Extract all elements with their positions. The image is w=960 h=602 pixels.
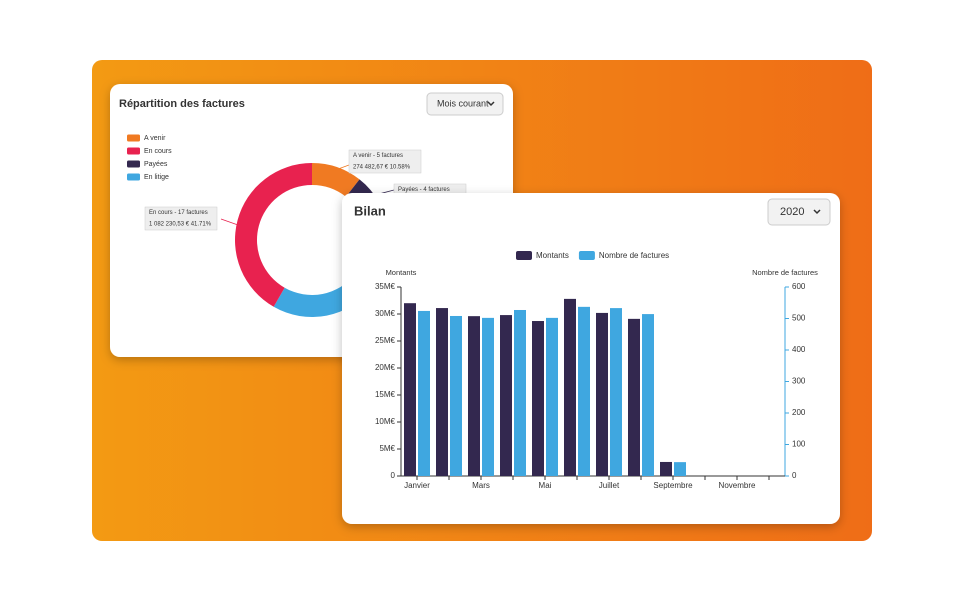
y-tick-label: 25M€ [375,336,396,345]
bar [610,308,622,476]
bar [436,308,448,476]
card-title: Répartition des factures [119,98,245,110]
dropdown[interactable] [767,198,831,226]
legend-label: Montants [536,251,569,260]
annotation-label: A venir - 5 factures [353,153,403,159]
y2-tick-label: 0 [792,471,797,480]
annotation-box [144,206,218,231]
y2-tick-label: 500 [792,314,806,323]
y-tick-label: 35M€ [375,282,396,291]
x-tick-label: Novembre [719,481,756,490]
bar [578,306,590,476]
y2-tick-label: 600 [792,282,806,291]
x-tick-label: Juillet [599,481,620,490]
bar [628,318,640,476]
bar [450,315,462,476]
y2-tick-label: 300 [792,377,806,386]
y2-tick-label: 200 [792,408,806,417]
donut-slice [312,163,360,197]
legend-swatch [127,160,140,168]
y2-tick-label: 400 [792,345,806,354]
donut-slice [234,163,312,307]
legend-label: En cours [144,148,172,155]
y-tick-label: 10M€ [375,417,396,426]
x-tick-label: Mai [539,481,552,490]
x-tick-label: Janvier [404,481,430,490]
dropdown-label: Mois courant [437,98,489,108]
legend-label: En litige [144,174,169,181]
bar [546,317,558,476]
legend-swatch [127,134,140,142]
bar [532,321,544,476]
bar [500,315,512,476]
dropdown-label: 2020 [780,206,804,218]
bar [514,309,526,476]
legend-swatch [127,147,140,155]
annotation-label: Payées - 4 factures [398,187,450,193]
legend-label: A venir [144,135,166,142]
y-tick-label: 15M€ [375,390,396,399]
dropdown[interactable] [426,92,504,116]
y-tick-label: 0 [391,471,396,480]
x-tick-label: Septembre [653,481,693,490]
y-tick-label: 20M€ [375,363,396,372]
chevron [813,209,821,215]
y-tick-label: 30M€ [375,309,396,318]
bar [564,298,576,476]
annotation-value: 1 082 230,53 € 41.71% [149,222,212,228]
bar [674,462,686,476]
bar [660,461,672,476]
card-title: Bilan [354,203,386,218]
chevron [487,101,495,107]
legend-swatch [578,251,595,260]
x-tick-label: Mars [472,481,490,490]
bar [468,316,480,476]
bar-card: Bilan 2020 [342,193,840,524]
legend-swatch [516,251,532,260]
annotation-label: En cours - 17 factures [149,210,208,216]
bar [482,317,494,476]
y2-axis-title: Nombre de factures [752,268,818,277]
y2-tick-label: 100 [792,440,806,449]
bar [642,314,654,476]
y-tick-label: 5M€ [379,444,395,453]
card-bg [342,193,840,524]
y-axis-title: Montants [386,268,417,277]
bar [596,312,608,476]
bar [418,310,430,476]
legend-swatch [127,173,140,181]
legend-label: Payées [144,161,168,168]
annotation-value: 274 482,67 € 10.58% [353,165,411,171]
bar-chart: Montants Nombre de factures Montants Nombre… [375,251,818,490]
legend-label: Nombre de factures [599,251,669,260]
annotation-box [348,149,422,174]
leader-line [329,164,350,173]
bar [404,303,416,476]
leader-line [220,218,239,226]
